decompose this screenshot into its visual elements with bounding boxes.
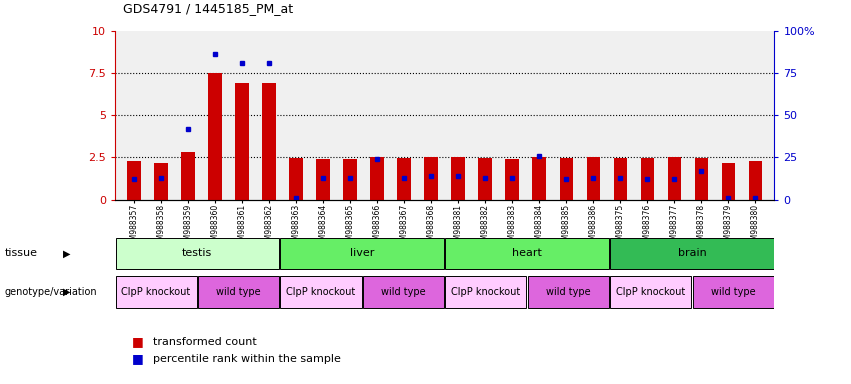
Bar	[505, 159, 519, 200]
Bar	[343, 159, 357, 200]
Bar	[528, 276, 608, 308]
Bar	[445, 238, 608, 269]
Text: testis: testis	[182, 248, 213, 258]
Bar	[641, 158, 654, 200]
Text: wild type: wild type	[216, 287, 261, 297]
Bar	[289, 158, 303, 200]
Text: ▶: ▶	[63, 287, 71, 297]
Text: heart: heart	[512, 248, 542, 258]
Bar	[445, 276, 527, 308]
Bar	[262, 83, 276, 200]
Bar	[693, 276, 774, 308]
Text: wild type: wild type	[711, 287, 756, 297]
Bar	[478, 158, 492, 200]
Bar	[116, 276, 197, 308]
Bar	[610, 238, 774, 269]
Bar	[614, 158, 627, 200]
Bar	[559, 158, 573, 200]
Bar	[281, 276, 362, 308]
Text: transformed count: transformed count	[153, 337, 257, 347]
Text: tissue: tissue	[4, 248, 37, 258]
Bar	[116, 238, 279, 269]
Bar	[208, 73, 221, 200]
Bar	[694, 158, 708, 200]
Bar	[317, 159, 330, 200]
Bar	[363, 276, 444, 308]
Bar	[198, 276, 279, 308]
Bar	[668, 157, 681, 200]
Text: wild type: wild type	[381, 287, 426, 297]
Bar	[749, 161, 762, 200]
Text: ▶: ▶	[63, 248, 71, 258]
Text: ClpP knockout: ClpP knockout	[122, 287, 191, 297]
Text: percentile rank within the sample: percentile rank within the sample	[153, 354, 341, 364]
Bar	[397, 158, 411, 200]
Text: ■: ■	[132, 335, 144, 348]
Bar	[425, 157, 438, 200]
Bar	[235, 83, 248, 200]
Bar	[127, 161, 140, 200]
Bar	[281, 238, 444, 269]
Text: ClpP knockout: ClpP knockout	[287, 287, 356, 297]
Text: ClpP knockout: ClpP knockout	[616, 287, 685, 297]
Text: ■: ■	[132, 353, 144, 366]
Bar	[586, 157, 600, 200]
Bar	[154, 162, 168, 200]
Text: ClpP knockout: ClpP knockout	[451, 287, 521, 297]
Text: wild type: wild type	[546, 287, 591, 297]
Text: GDS4791 / 1445185_PM_at: GDS4791 / 1445185_PM_at	[123, 2, 294, 15]
Text: liver: liver	[350, 248, 374, 258]
Bar	[451, 157, 465, 200]
Bar	[181, 152, 195, 200]
Text: genotype/variation: genotype/variation	[4, 287, 97, 297]
Bar	[610, 276, 691, 308]
Bar	[370, 157, 384, 200]
Text: brain: brain	[677, 248, 706, 258]
Bar	[533, 157, 546, 200]
Bar	[722, 162, 735, 200]
